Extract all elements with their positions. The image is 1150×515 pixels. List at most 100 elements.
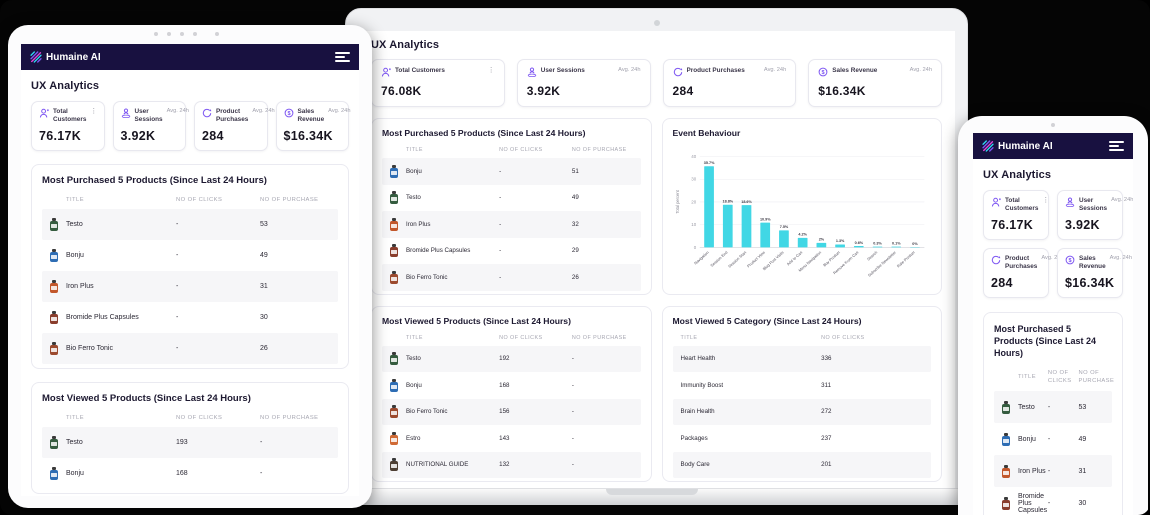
row-value: - bbox=[176, 314, 179, 321]
table-row[interactable]: Bonju - 49 bbox=[42, 240, 338, 271]
table-row[interactable]: Heart Health 336 bbox=[672, 345, 931, 372]
svg-text:0.3%: 0.3% bbox=[873, 241, 882, 245]
table-row[interactable]: Bromide Plus Capsules - 29 bbox=[382, 238, 641, 265]
table-row[interactable]: Testo - 53 bbox=[994, 391, 1112, 424]
app-header: Humaine AI bbox=[973, 133, 1133, 159]
laptop-base bbox=[298, 489, 1005, 505]
table-row[interactable]: Body Care 201 bbox=[672, 451, 931, 478]
row-value: - bbox=[176, 345, 179, 352]
revenue-icon: $ bbox=[1065, 255, 1075, 265]
svg-text:40: 40 bbox=[691, 154, 696, 159]
table-row[interactable]: Bonju 168 - bbox=[382, 372, 641, 399]
row-value: - bbox=[499, 194, 502, 202]
column-header: TITLE bbox=[66, 197, 85, 203]
stat-label: User Sessions bbox=[134, 108, 163, 123]
column-header: NO OF PURCHASE bbox=[1078, 370, 1115, 384]
product-bottle-icon bbox=[390, 458, 398, 472]
revenue-icon: $ bbox=[284, 108, 294, 118]
table-row[interactable]: Iron Plus - 31 bbox=[42, 271, 338, 302]
page-title: UX Analytics bbox=[31, 80, 100, 92]
panel-most-purchased-products: Most Purchased 5 Products (Since Last 24… bbox=[31, 164, 349, 369]
product-bottle-icon bbox=[50, 342, 58, 355]
stat-meta: Avg. 24h bbox=[1111, 197, 1133, 203]
dashboard-grid: Most Purchased 5 Products (Since Last 24… bbox=[371, 107, 942, 482]
most-viewed-products-table: TITLE NO OF CLICKS NO OF PURCHASE Testo 193 -… bbox=[42, 411, 338, 489]
product-bottle-icon bbox=[1002, 432, 1010, 446]
laptop-frame: UX Analytics Total Customers ⋮ 76.08K User … bbox=[345, 8, 968, 489]
table-row[interactable]: Estro 143 - bbox=[382, 425, 641, 452]
table-header-row: TITLE NO OF CLICKS NO OF PURCHASE bbox=[42, 411, 338, 427]
table-row[interactable]: Testo - 49 bbox=[382, 185, 641, 212]
row-value: - bbox=[1047, 467, 1051, 475]
dashboard-phone: Humaine AI UX Analytics Total Customers ⋮… bbox=[973, 133, 1133, 515]
stat-meta: Avg. 24h bbox=[252, 108, 275, 114]
row-title: Bio Ferro Tonic bbox=[390, 270, 499, 284]
row-value: 29 bbox=[571, 247, 579, 255]
table-row[interactable]: Immunity Boost 311 bbox=[673, 372, 932, 399]
camera-dot bbox=[653, 20, 660, 26]
row-title: Iron Plus bbox=[1002, 464, 1048, 478]
stat-meta: Avg. 24h bbox=[618, 67, 641, 73]
table-row[interactable]: Bonju - 49 bbox=[994, 423, 1112, 455]
row-value: 31 bbox=[1078, 467, 1087, 475]
panel-title: Most Viewed 5 Products (Since Last 24 Ho… bbox=[382, 315, 571, 326]
svg-text:0.6%: 0.6% bbox=[854, 241, 863, 245]
product-bottle-icon bbox=[50, 436, 58, 449]
table-row[interactable]: Bio Ferro Tonic - 26 bbox=[382, 264, 641, 291]
table-row[interactable]: Iron Plus - 32 bbox=[382, 211, 641, 238]
row-value: 168 bbox=[176, 470, 188, 477]
hamburger-menu-icon[interactable] bbox=[335, 52, 350, 62]
table-row[interactable]: Testo 193 - bbox=[42, 427, 338, 458]
row-title: Heart Health bbox=[680, 355, 716, 363]
table-row[interactable]: Bonju - 51 bbox=[382, 158, 641, 185]
table-row[interactable]: Bromide Plus Capsules - 30 bbox=[994, 487, 1112, 515]
product-bottle-icon bbox=[390, 405, 398, 419]
column-header: TITLE bbox=[680, 334, 698, 341]
stat-label: Sales Revenue bbox=[832, 67, 878, 74]
table-row[interactable]: Iron Plus - 31 bbox=[994, 455, 1112, 488]
table-row[interactable]: Testo 192 - bbox=[382, 345, 641, 372]
row-value: - bbox=[499, 167, 502, 175]
stat-value: 284 bbox=[991, 276, 1013, 290]
table-row[interactable]: Bonju 168 - bbox=[42, 458, 338, 489]
row-value: 49 bbox=[1078, 435, 1087, 443]
card-menu-kebab-icon[interactable]: ⋮ bbox=[1042, 197, 1050, 204]
column-header: TITLE bbox=[66, 415, 85, 421]
row-title: Bonju bbox=[50, 249, 176, 262]
table-row[interactable]: NUTRITIONAL GUIDE 132 - bbox=[382, 451, 641, 478]
stat-meta: Avg. 24h bbox=[1041, 255, 1064, 261]
hamburger-menu-icon[interactable] bbox=[1109, 141, 1124, 151]
row-value: 53 bbox=[1078, 403, 1087, 411]
row-value: 132 bbox=[499, 461, 510, 469]
table-row[interactable]: Bromide Plus Capsules - 30 bbox=[42, 302, 338, 333]
svg-text:18.6%: 18.6% bbox=[741, 200, 752, 204]
most-viewed-products-table: TITLE NO OF CLICKS NO OF PURCHASE Testo 192 -… bbox=[382, 332, 641, 478]
row-title: Bonju bbox=[1002, 432, 1048, 446]
table-row[interactable]: Brain Health 272 bbox=[672, 398, 931, 425]
table-row[interactable]: Packages 237 bbox=[673, 425, 932, 452]
purchases-icon bbox=[991, 255, 1001, 265]
stat-value: 284 bbox=[202, 129, 224, 143]
stat-value: $16.34K bbox=[818, 84, 866, 98]
svg-text:$: $ bbox=[1068, 258, 1072, 264]
stat-card: Product Purchases Avg. 24h 284 bbox=[194, 101, 275, 151]
product-bottle-icon bbox=[50, 218, 58, 231]
laptop-screen: UX Analytics Total Customers ⋮ 76.08K User … bbox=[358, 31, 955, 488]
table-row[interactable]: Bio Ferro Tonic 156 - bbox=[382, 398, 641, 425]
panel-title: Most Purchased 5 Products (Since Last 24… bbox=[42, 175, 267, 186]
row-value: - bbox=[571, 355, 574, 363]
card-menu-kebab-icon[interactable]: ⋮ bbox=[487, 67, 495, 74]
row-title: NUTRITIONAL GUIDE bbox=[390, 458, 499, 472]
product-bottle-icon bbox=[50, 280, 58, 293]
camera-dot bbox=[1051, 123, 1055, 127]
row-title: Bonju bbox=[390, 164, 499, 178]
svg-text:Navigation: Navigation bbox=[693, 251, 709, 266]
table-row[interactable]: Bio Ferro Tonic - 26 bbox=[42, 333, 338, 364]
panel-title: Most Purchased 5 Products (Since Last 24… bbox=[382, 128, 586, 138]
card-menu-kebab-icon[interactable]: ⋮ bbox=[90, 108, 98, 115]
table-row[interactable]: Testo - 53 bbox=[42, 209, 338, 240]
stat-card: Total Customers ⋮ 76.17K bbox=[31, 101, 105, 151]
brand-logo-icon bbox=[982, 140, 994, 152]
stat-value: 3.92K bbox=[526, 84, 561, 98]
panel-most-viewed-products: Most Viewed 5 Products (Since Last 24 Ho… bbox=[31, 382, 349, 494]
